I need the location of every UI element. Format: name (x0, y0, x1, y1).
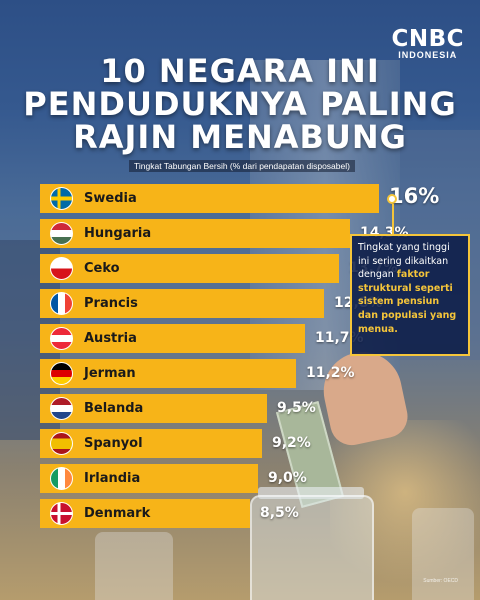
bar (40, 429, 262, 458)
chart-subtitle: Tingkat Tabungan Bersih (% dari pendapat… (129, 160, 355, 172)
country-label: Prancis (84, 296, 138, 311)
flag-austria-icon (50, 327, 73, 350)
bar (40, 359, 296, 388)
bar-row: Swedia 16% (0, 184, 480, 213)
flag-czech-icon (50, 257, 73, 280)
cnbc-logo: CNBC INDONESIA (391, 26, 464, 61)
flag-germany-icon (50, 362, 73, 385)
flag-hungary-icon (50, 222, 73, 245)
callout-highlight-text: faktor struktural seperti sistem pensiun… (358, 269, 457, 335)
title-line-1: 10 NEGARA INI (100, 52, 380, 90)
logo-sub-text: INDONESIA (398, 50, 458, 60)
logo-main-text: CNBC (391, 26, 464, 52)
value-label: 9,0% (268, 470, 307, 486)
value-label: 9,5% (277, 400, 316, 416)
savings-jar-image (250, 495, 374, 600)
callout-note: Tingkat yang tinggi ini sering dikaitkan… (350, 234, 470, 356)
bar-row: Irlandia 9,0% (0, 464, 480, 493)
flag-spain-icon (50, 432, 73, 455)
title-line-3: RAJIN MENABUNG (73, 118, 407, 156)
country-label: Belanda (84, 401, 144, 416)
country-label: Irlandia (84, 471, 141, 486)
title-line-2: PENDUDUKNYA PALING (23, 85, 457, 123)
bar (40, 184, 379, 213)
coin-jar-right-image (412, 508, 474, 600)
bar-row: Jerman 11,2% (0, 359, 480, 388)
value-label: 9,2% (272, 435, 311, 451)
bar-row: Spanyol 9,2% (0, 429, 480, 458)
callout-dot-icon (387, 194, 397, 204)
bar (40, 219, 350, 248)
bar-row: Ceko13,7% (0, 254, 480, 283)
country-label: Spanyol (84, 436, 143, 451)
bar (40, 464, 258, 493)
flag-netherlands-icon (50, 397, 73, 420)
callout-lead-text: Tingkat yang tinggi ini sering dikaitkan… (358, 242, 450, 281)
country-label: Denmark (84, 506, 151, 521)
bar (40, 324, 305, 353)
flag-ireland-icon (50, 467, 73, 490)
country-label: Ceko (84, 261, 120, 276)
value-label: 8,5% (260, 505, 299, 521)
flag-denmark-icon (50, 502, 73, 525)
country-label: Hungaria (84, 226, 152, 241)
flag-france-icon (50, 292, 73, 315)
bar (40, 394, 267, 423)
bar (40, 289, 324, 318)
bar (40, 254, 339, 283)
flag-sweden-icon (50, 187, 73, 210)
background-glow (330, 420, 480, 600)
value-label: 11,2% (306, 365, 355, 381)
bar-row: Denmark 8,5% (0, 499, 480, 528)
bar (40, 499, 250, 528)
country-label: Swedia (84, 191, 137, 206)
callout-connector (392, 204, 394, 234)
value-label: 16% (389, 184, 440, 208)
coin-jar-left-image (95, 532, 173, 600)
source-credit: Sumber: OECD (423, 578, 458, 584)
country-label: Jerman (84, 366, 136, 381)
bar-row: Belanda 9,5% (0, 394, 480, 423)
country-label: Austria (84, 331, 137, 346)
